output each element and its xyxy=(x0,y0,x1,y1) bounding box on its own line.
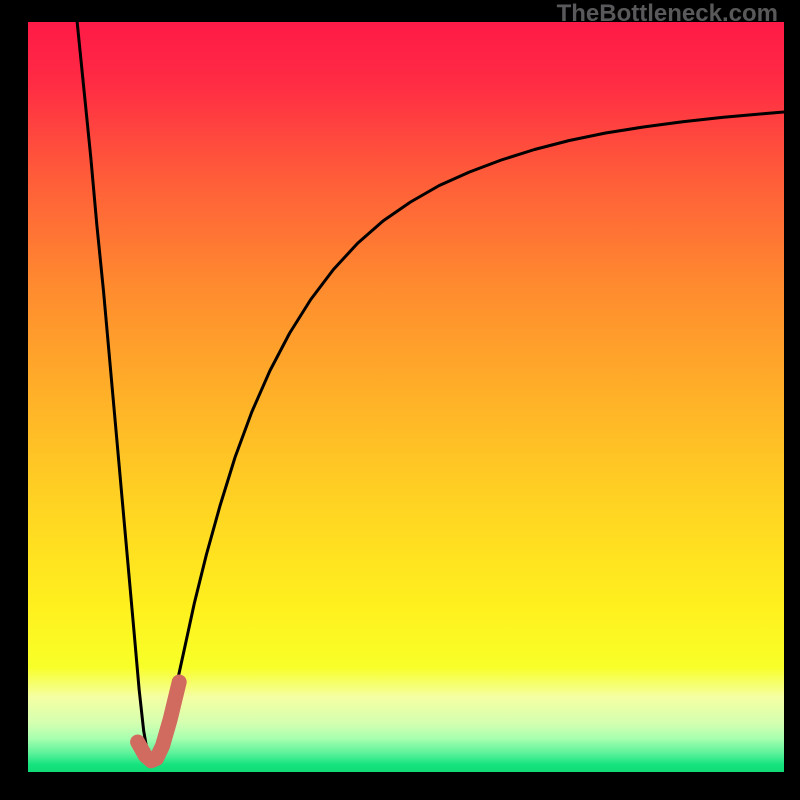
plot-svg xyxy=(28,22,784,772)
watermark-link[interactable]: TheBottleneck.com xyxy=(557,0,778,28)
plot-area xyxy=(28,22,784,772)
gradient-background xyxy=(28,22,784,772)
